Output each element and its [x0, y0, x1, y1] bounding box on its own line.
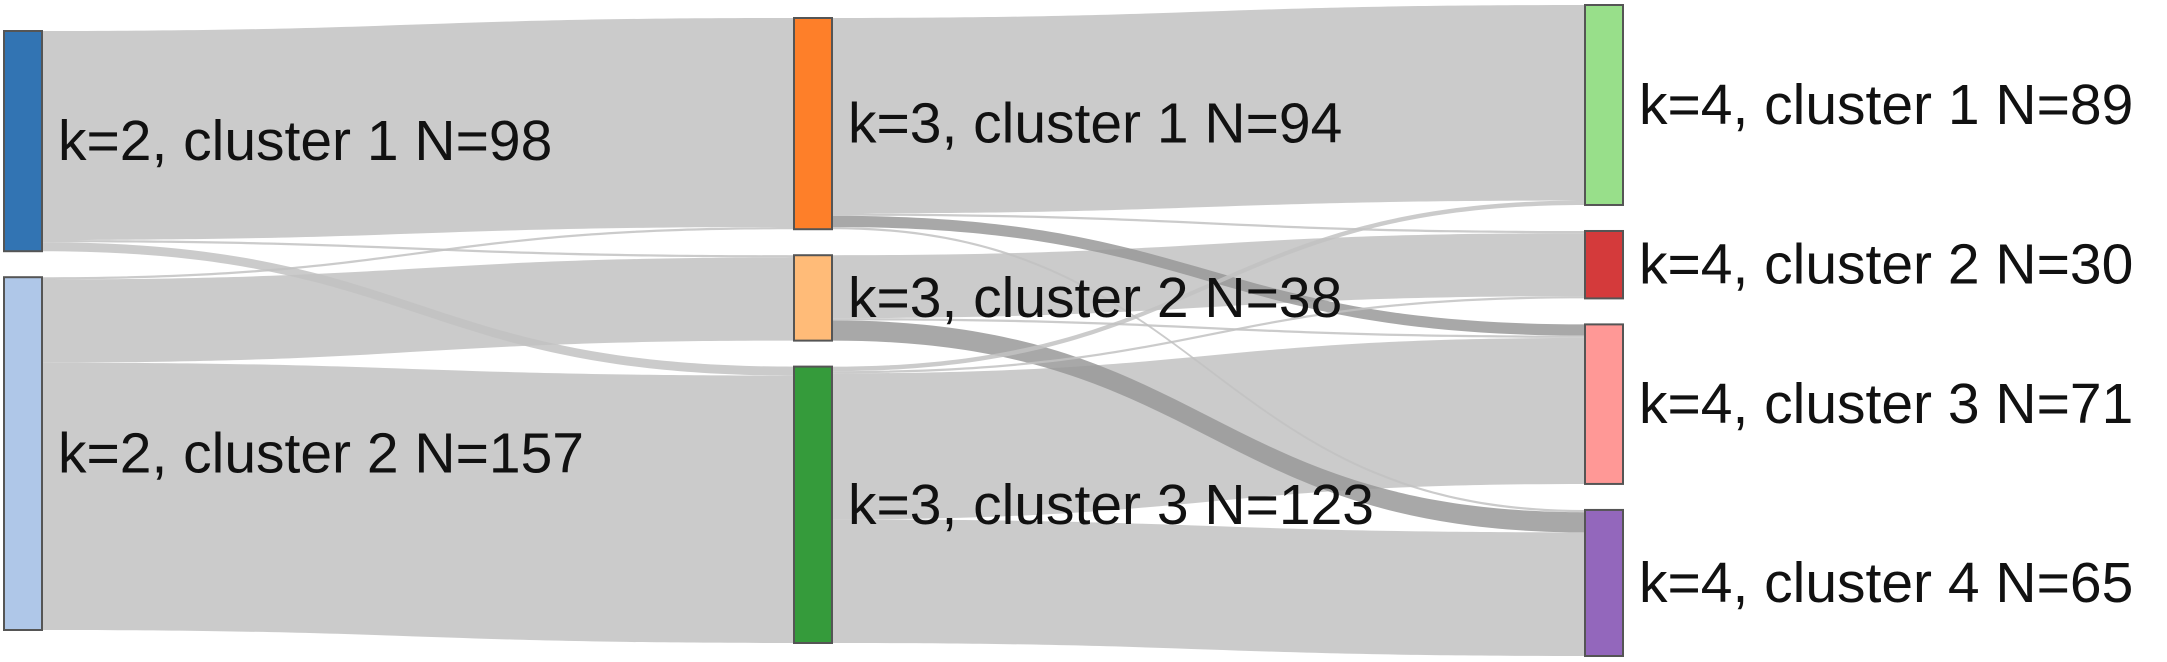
node-k2c2 [3, 276, 43, 631]
node-k3c1 [793, 17, 833, 231]
label-k3c1: k=3, cluster 1 N=94 [848, 92, 1342, 156]
label-k4c1: k=4, cluster 1 N=89 [1639, 73, 2133, 137]
cluster-labels: k=2, cluster 1 N=98 k=2, cluster 2 N=157 k… [58, 73, 2133, 615]
flow-k2c1-to-k3c1 [42, 18, 794, 240]
flow-links [42, 5, 1585, 656]
label-k3c2: k=3, cluster 2 N=38 [848, 266, 1342, 330]
label-k2c1: k=2, cluster 1 N=98 [58, 109, 552, 173]
label-k3c3: k=3, cluster 3 N=123 [848, 473, 1374, 537]
flow-k3c1-to-k4c2 [832, 213, 1585, 234]
flow-k3c2-to-k4c3 [832, 318, 1585, 338]
flow-k2c2-to-k3c3 [42, 362, 794, 643]
node-k4c3 [1584, 323, 1624, 485]
flow-k2c2-to-k3c1 [42, 226, 794, 280]
flow-k3c2-to-k4c4 [832, 320, 1585, 533]
node-k3c2 [793, 254, 833, 342]
node-k4c4 [1584, 508, 1624, 657]
flow-k3c3-to-k4c2 [832, 296, 1585, 374]
flow-k3c1-to-k4c1 [832, 5, 1585, 214]
flow-k3c3-to-k4c1 [832, 200, 1585, 372]
flow-k3c3-to-k4c4 [832, 519, 1585, 656]
label-k4c4: k=4, cluster 4 N=65 [1639, 551, 2133, 615]
flow-k2c1-to-k3c3 [42, 242, 794, 376]
node-k4c1 [1584, 4, 1624, 206]
node-k4c2 [1584, 229, 1624, 300]
cluster-nodes [3, 4, 1624, 657]
flow-k3c1-to-k4c3 [832, 215, 1585, 336]
flow-k3c1-to-k4c4 [832, 226, 1585, 513]
flow-k2c1-to-k3c2 [42, 239, 794, 258]
label-k4c3: k=4, cluster 3 N=71 [1639, 372, 2133, 436]
label-k4c2: k=4, cluster 2 N=30 [1639, 233, 2133, 297]
label-k2c2: k=2, cluster 2 N=157 [58, 422, 584, 486]
node-k3c3 [793, 365, 833, 644]
node-k2c1 [3, 30, 43, 253]
